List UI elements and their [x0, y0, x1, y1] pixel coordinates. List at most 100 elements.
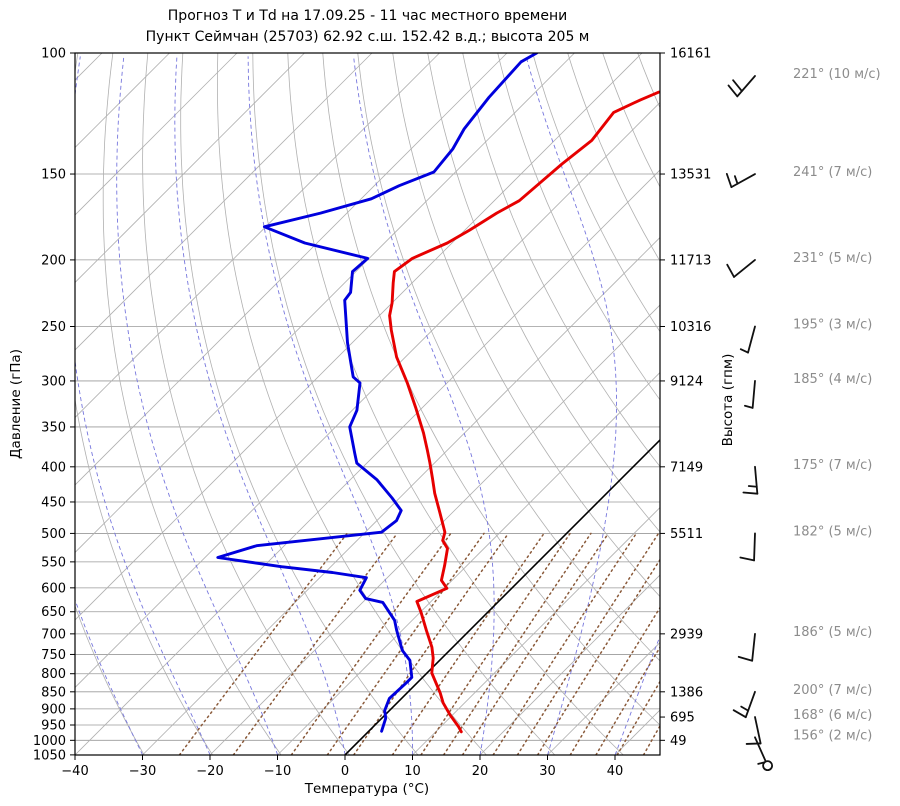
- pressure-tick-label: 900: [41, 702, 66, 717]
- temperature-tick-label: 0: [341, 764, 349, 779]
- pressure-tick-label: 750: [41, 648, 66, 663]
- temperature-tick-label: −40: [61, 764, 88, 779]
- chart-title-line1: Прогноз Т и Td на 17.09.25 - 11 час мест…: [167, 8, 568, 24]
- wind-barb-staff: [751, 632, 756, 662]
- temperature-tick-label: −10: [264, 764, 291, 779]
- wind-barb-label: 156° (2 м/с): [793, 728, 872, 743]
- station-circle: [762, 760, 774, 772]
- moist-adiabat-line: [525, 56, 617, 755]
- wind-barb-feather: [732, 79, 743, 92]
- isotherm-line: [614, 709, 660, 755]
- height-tick-label: 5511: [670, 527, 703, 542]
- isotherm-line: [75, 53, 575, 554]
- isotherm-line: [75, 53, 238, 216]
- wind-barb-staff: [730, 173, 756, 189]
- wind-barb: [737, 632, 756, 662]
- wind-barb-staff: [747, 325, 756, 354]
- height-tick-label: 13531: [670, 168, 711, 183]
- height-tick-label: 10316: [670, 320, 711, 335]
- wind-barb-label: 200° (7 м/с): [793, 683, 872, 698]
- mixing-ratio-line: [492, 532, 638, 755]
- moist-adiabat-line: [174, 56, 346, 755]
- wind-barb-half-feather: [747, 485, 758, 488]
- wind-barb-staff: [754, 465, 759, 495]
- pressure-tick-label: 850: [41, 685, 66, 700]
- dry-adiabat-line: [102, 53, 282, 755]
- dry-adiabat-line: [75, 53, 213, 755]
- pressure-tick-label: 800: [41, 667, 66, 682]
- y-axis-label-pressure: Давление (гПа): [8, 349, 24, 459]
- pressure-tick-label: 650: [41, 605, 66, 620]
- dry-adiabat-line: [287, 53, 624, 755]
- wind-barb: [739, 532, 756, 562]
- pressure-tick-label: 100: [41, 47, 66, 62]
- dry-adiabat-line: [462, 53, 660, 468]
- isotherm-line: [75, 53, 508, 486]
- wind-barb: [727, 75, 756, 98]
- height-tick-label: 9124: [670, 374, 703, 389]
- wind-barb-label: 231° (5 м/с): [793, 251, 872, 266]
- wind-barb-label: 168° (6 м/с): [793, 708, 872, 723]
- pressure-tick-label: 350: [41, 420, 66, 435]
- mixing-ratio-line: [391, 532, 545, 755]
- mixing-ratio-line: [616, 680, 660, 755]
- wind-barb: [745, 716, 762, 745]
- pressure-tick-label: 250: [41, 320, 66, 335]
- mixing-ratio-line: [642, 724, 660, 755]
- mixing-ratio-line: [326, 532, 485, 755]
- mixing-ratio-line: [569, 606, 660, 755]
- dry-adiabat-line: [142, 53, 350, 755]
- wind-barb-half-feather: [739, 348, 749, 354]
- freezing-isotherm-line: [344, 438, 660, 755]
- pressure-tick-label: 150: [41, 168, 66, 183]
- pressure-tick-label: 400: [41, 460, 66, 475]
- mixing-ratio-line: [461, 532, 610, 755]
- moist-adiabat-line: [75, 56, 211, 755]
- isotherm-line: [75, 53, 305, 284]
- mixing-ratio-line: [290, 532, 452, 755]
- mixing-ratio-line: [232, 532, 398, 755]
- moist-adiabat-line: [614, 634, 660, 755]
- height-tick-label: 1386: [670, 685, 703, 700]
- isotherm-line: [412, 506, 660, 755]
- temperature-tick-label: −30: [129, 764, 156, 779]
- isotherm-line: [75, 53, 643, 621]
- height-tick-label: 11713: [670, 253, 711, 268]
- isotherm-line: [75, 169, 660, 755]
- dewpoint-curve: [216, 53, 539, 733]
- wind-barb-half-feather: [740, 705, 750, 712]
- dry-adiabat-line: [75, 604, 145, 755]
- temperature-tick-label: 30: [539, 764, 556, 779]
- height-tick-label: 695: [670, 711, 695, 726]
- dry-adiabat-line: [427, 53, 660, 533]
- wind-barb: [754, 736, 774, 772]
- temperature-tick-label: 20: [472, 764, 489, 779]
- chart-title: Прогноз Т и Td на 17.09.25 - 11 час мест…: [75, 6, 660, 48]
- temperature-tick-label: 10: [404, 764, 421, 779]
- mixing-ratio-line: [420, 532, 571, 755]
- wind-barb-feather: [725, 172, 733, 189]
- wind-barb: [725, 172, 756, 189]
- wind-barb-half-feather: [744, 404, 754, 409]
- wind-barb: [726, 259, 756, 278]
- pressure-tick-label: 600: [41, 581, 66, 596]
- wind-barb-label: 186° (5 м/с): [793, 625, 872, 640]
- wind-barb-staff: [736, 75, 756, 98]
- height-tick-label: 2939: [670, 627, 703, 642]
- mixing-ratio-line: [442, 532, 592, 755]
- wind-barb: [732, 690, 756, 719]
- height-tick-label: 49: [670, 734, 687, 749]
- isotherm-line: [277, 371, 660, 755]
- wind-barb-label: 185° (4 м/с): [793, 372, 872, 387]
- mixing-ratio-line: [595, 645, 660, 755]
- wind-barb: [739, 325, 756, 354]
- dry-adiabat-line: [637, 53, 660, 109]
- dry-adiabat-line: [252, 53, 555, 755]
- dry-adiabat-line: [497, 53, 660, 401]
- mixing-ratio-line: [178, 532, 348, 755]
- wind-barb-half-feather: [734, 175, 739, 185]
- isotherm-line: [142, 236, 660, 755]
- plot-border: [74, 52, 661, 756]
